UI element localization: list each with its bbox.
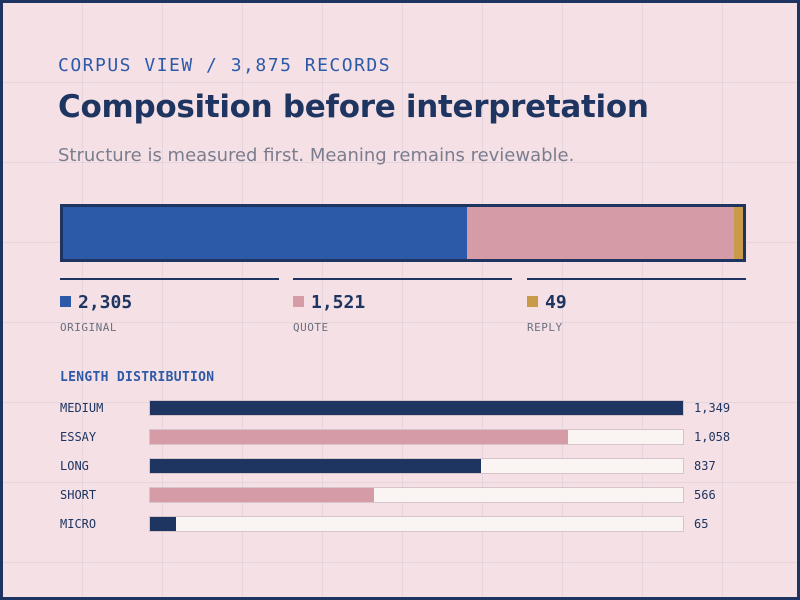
length-distribution-title: LENGTH DISTRIBUTION — [60, 370, 215, 385]
dist-row-medium: MEDIUM 1,349 — [60, 400, 760, 416]
dist-row-micro: MICRO 65 — [60, 516, 760, 532]
dist-row-long: LONG 837 — [60, 458, 760, 474]
stat-original: 2,305 ORIGINAL — [60, 278, 279, 334]
dist-value-label: 65 — [694, 517, 709, 531]
dist-value-label: 837 — [694, 459, 716, 473]
stat-reply-number: 49 — [545, 292, 567, 313]
dist-bar-track — [149, 458, 684, 474]
dist-bar-track — [149, 516, 684, 532]
dist-bar-long — [150, 459, 481, 473]
dist-bar-track — [149, 487, 684, 503]
dist-category-label: ESSAY — [60, 430, 97, 444]
stat-quote-label: QUOTE — [293, 321, 329, 334]
dist-bar-track — [149, 429, 684, 445]
dist-row-essay: ESSAY 1,058 — [60, 429, 760, 445]
stat-reply-label: REPLY — [527, 321, 563, 334]
stat-reply: 49 REPLY — [527, 278, 746, 334]
dist-value-label: 1,058 — [694, 430, 731, 444]
stat-reply-value: 49 — [527, 292, 567, 313]
stat-original-number: 2,305 — [78, 292, 133, 313]
page-title: Composition before interpretation — [58, 89, 649, 125]
dist-value-label: 1,349 — [694, 401, 731, 415]
stat-quote-number: 1,521 — [311, 292, 366, 313]
quote-swatch — [293, 296, 304, 307]
dist-bar-track — [149, 400, 684, 416]
dist-bar-medium — [150, 401, 683, 415]
dist-row-short: SHORT 566 — [60, 487, 760, 503]
original-swatch — [60, 296, 71, 307]
dist-category-label: SHORT — [60, 488, 97, 502]
dist-bar-micro — [150, 517, 176, 531]
composition-segment-original — [63, 207, 468, 259]
page-subtitle: Structure is measured first. Meaning rem… — [58, 145, 575, 166]
dist-bar-essay — [150, 430, 569, 444]
dist-value-label: 566 — [694, 488, 716, 502]
dist-category-label: MEDIUM — [60, 401, 104, 415]
dist-category-label: MICRO — [60, 517, 97, 531]
stat-original-value: 2,305 — [60, 292, 132, 313]
reply-swatch — [527, 296, 538, 307]
composition-segment-quote — [467, 207, 735, 259]
corpus-eyebrow: CORPUS VIEW / 3,875 RECORDS — [58, 55, 392, 76]
stat-quote: 1,521 QUOTE — [293, 278, 512, 334]
dist-bar-short — [150, 488, 374, 502]
composition-stacked-bar — [60, 204, 746, 262]
dist-category-label: LONG — [60, 459, 89, 473]
stat-original-label: ORIGINAL — [60, 321, 117, 334]
stat-quote-value: 1,521 — [293, 292, 365, 313]
composition-segment-reply — [734, 207, 743, 259]
